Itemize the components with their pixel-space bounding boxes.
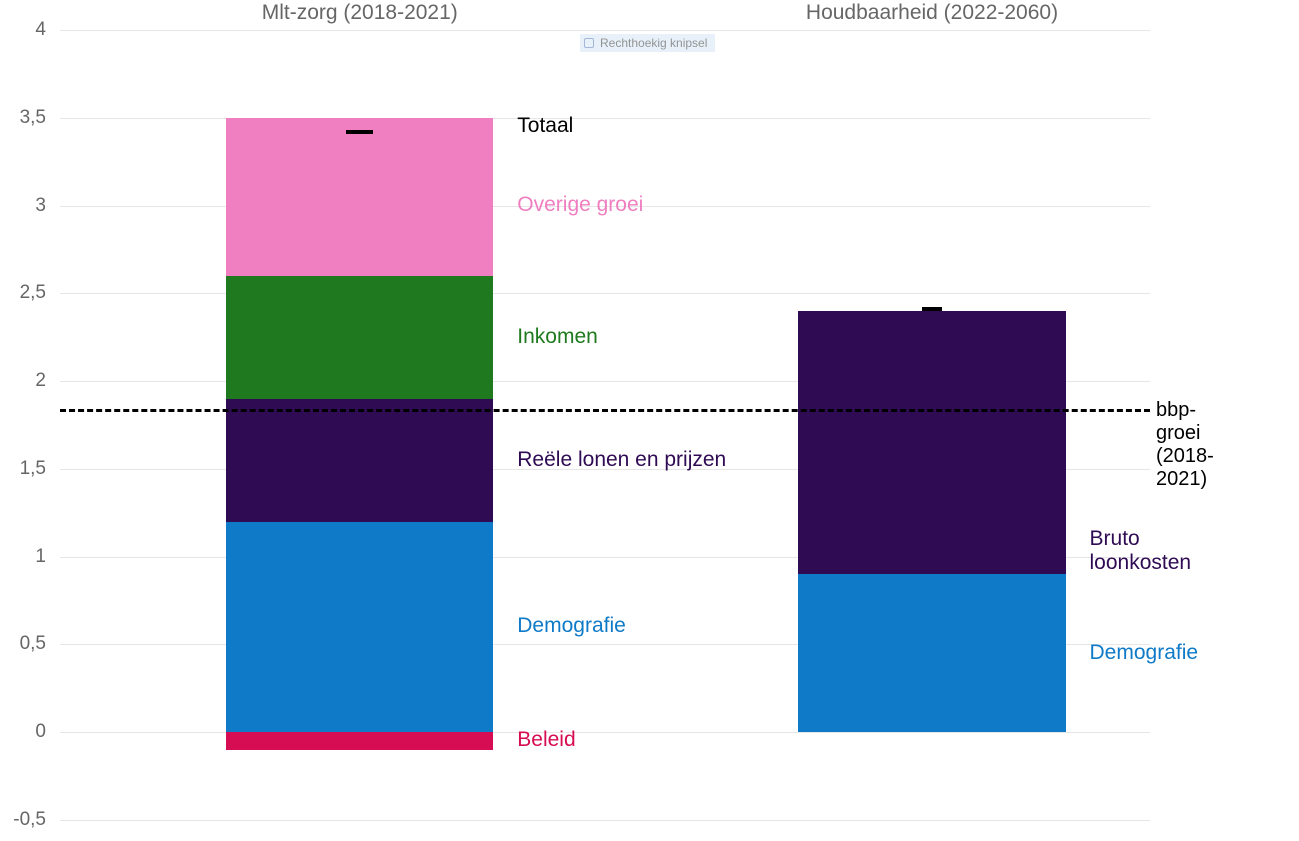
- gridline: [60, 732, 1150, 733]
- snip-mode-label: Rechthoekig knipsel: [600, 36, 707, 50]
- chart-root: -0,5 0 0,5 1 1,5 2 2,5 3 3,5 4 Mlt-zorg (2018-2021…: [0, 0, 1299, 841]
- reference-line-label: bbp-groei(2018-2021): [1156, 399, 1214, 491]
- gridline: [60, 118, 1150, 119]
- bar-segment-demog: [226, 522, 493, 733]
- segment-label-demog2: Demografie: [1090, 641, 1199, 665]
- reference-line-bbp-groei: [60, 409, 1150, 412]
- total-mark: [922, 307, 942, 311]
- column-title: Mlt-zorg (2018-2021): [262, 1, 458, 25]
- y-axis-tick-label: 3,5: [20, 107, 60, 129]
- total-mark: [346, 130, 373, 134]
- bar-segment-lonen: [226, 399, 493, 522]
- plot-area: -0,500,511,522,533,54Mlt-zorg (2018-2021…: [60, 30, 1150, 820]
- bar-segment-beleid: [226, 732, 493, 750]
- bar-segment-bruto: [798, 311, 1065, 574]
- snip-mode-icon: [584, 38, 594, 48]
- segment-label-beleid: Beleid: [517, 728, 575, 752]
- segment-label-lonen: Reële lonen en prijzen: [517, 448, 726, 472]
- y-axis-tick-label: 0: [35, 721, 60, 743]
- y-axis-tick-label: 2,5: [20, 282, 60, 304]
- segment-label-demog: Demografie: [517, 614, 626, 638]
- gridline: [60, 30, 1150, 31]
- bar-segment-inkomen: [226, 276, 493, 399]
- y-axis-tick-label: 4: [35, 19, 60, 41]
- y-axis-tick-label: 1,5: [20, 458, 60, 480]
- gridline: [60, 820, 1150, 821]
- y-axis-tick-label: 1: [35, 546, 60, 568]
- snipping-tool-overlay: Rechthoekig knipsel: [580, 34, 715, 52]
- y-axis-tick-label: -0,5: [13, 809, 60, 831]
- y-axis-tick-label: 2: [35, 370, 60, 392]
- column-title: Houdbaarheid (2022-2060): [806, 1, 1058, 25]
- y-axis-tick-label: 0,5: [20, 633, 60, 655]
- segment-label-inkomen: Inkomen: [517, 325, 598, 349]
- gridline: [60, 293, 1150, 294]
- bar-segment-overig: [226, 118, 493, 276]
- segment-label-bruto: Brutoloonkosten: [1090, 527, 1192, 575]
- bar-segment-demog2: [798, 574, 1065, 732]
- segment-label-overig: Overige groei: [517, 193, 643, 217]
- y-axis-tick-label: 3: [35, 195, 60, 217]
- total-label: Totaal: [517, 114, 573, 138]
